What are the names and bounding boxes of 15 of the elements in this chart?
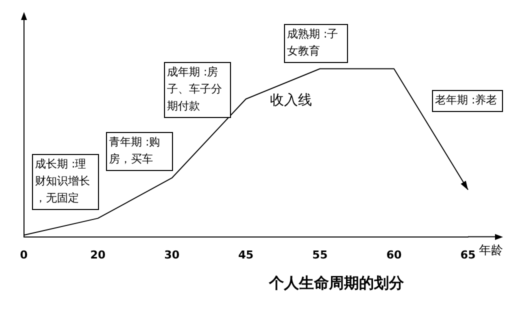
x-tick-label: 45: [238, 248, 254, 262]
annotation: 老年期 :养老: [435, 93, 498, 106]
x-axis-title: 年龄: [479, 242, 503, 257]
x-tick-label: 60: [386, 248, 402, 262]
x-tick-label: 65: [460, 248, 476, 262]
x-tick-label: 20: [90, 248, 106, 262]
x-tick-label: 55: [312, 248, 328, 262]
text: 个人生命周期的划分: [268, 274, 405, 293]
series-label: 收入线: [270, 92, 312, 108]
x-tick-label: 0: [20, 248, 28, 262]
annotation: 青年期 :购房，买车: [109, 135, 160, 166]
text: 成熟期 :子女教育: [287, 27, 338, 58]
annotation: 成长期 :理财知识增长，无固定: [35, 157, 90, 204]
x-tick-label: 30: [164, 248, 180, 262]
annotation: 成年期 :房子、车子分期付款: [167, 65, 222, 112]
